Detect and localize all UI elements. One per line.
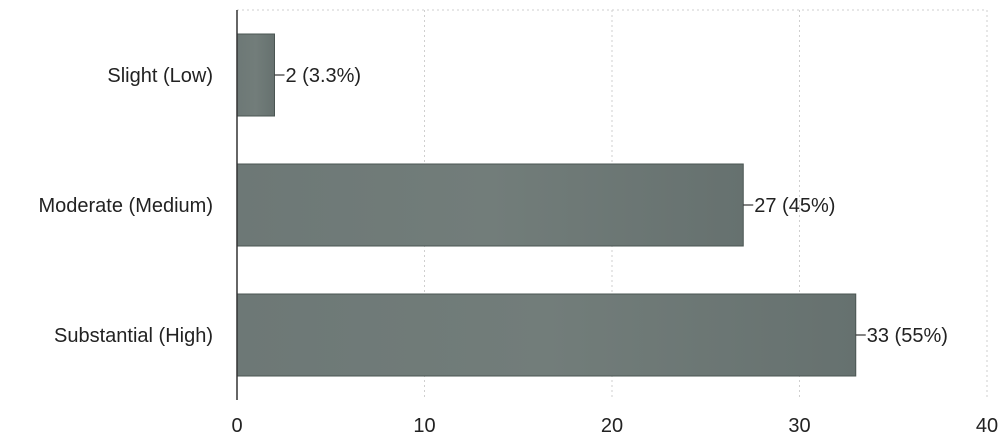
data-label-0: 2 (3.3%) — [286, 65, 362, 87]
x-tick-label-10: 10 — [413, 415, 435, 437]
bar-0 — [236, 33, 275, 117]
x-tick-label-0: 0 — [231, 415, 242, 437]
x-tick-label-20: 20 — [601, 415, 623, 437]
category-label-2: Substantial (High) — [54, 325, 213, 347]
x-tick-labels: 0 10 20 30 40 — [231, 415, 998, 437]
x-tick-label-30: 30 — [788, 415, 810, 437]
leader-lines — [274, 74, 866, 336]
category-label-1: Moderate (Medium) — [38, 195, 213, 217]
bar-2 — [236, 293, 857, 377]
data-labels: 2 (3.3%) 27 (45%) 33 (55%) — [286, 65, 948, 347]
data-label-2: 33 (55%) — [867, 325, 948, 347]
x-tick-label-40: 40 — [976, 415, 998, 437]
category-label-0: Slight (Low) — [107, 65, 213, 87]
category-labels: Slight (Low) Moderate (Medium) Substantial… — [38, 65, 213, 347]
bar-1 — [236, 163, 744, 247]
data-label-1: 27 (45%) — [754, 195, 835, 217]
